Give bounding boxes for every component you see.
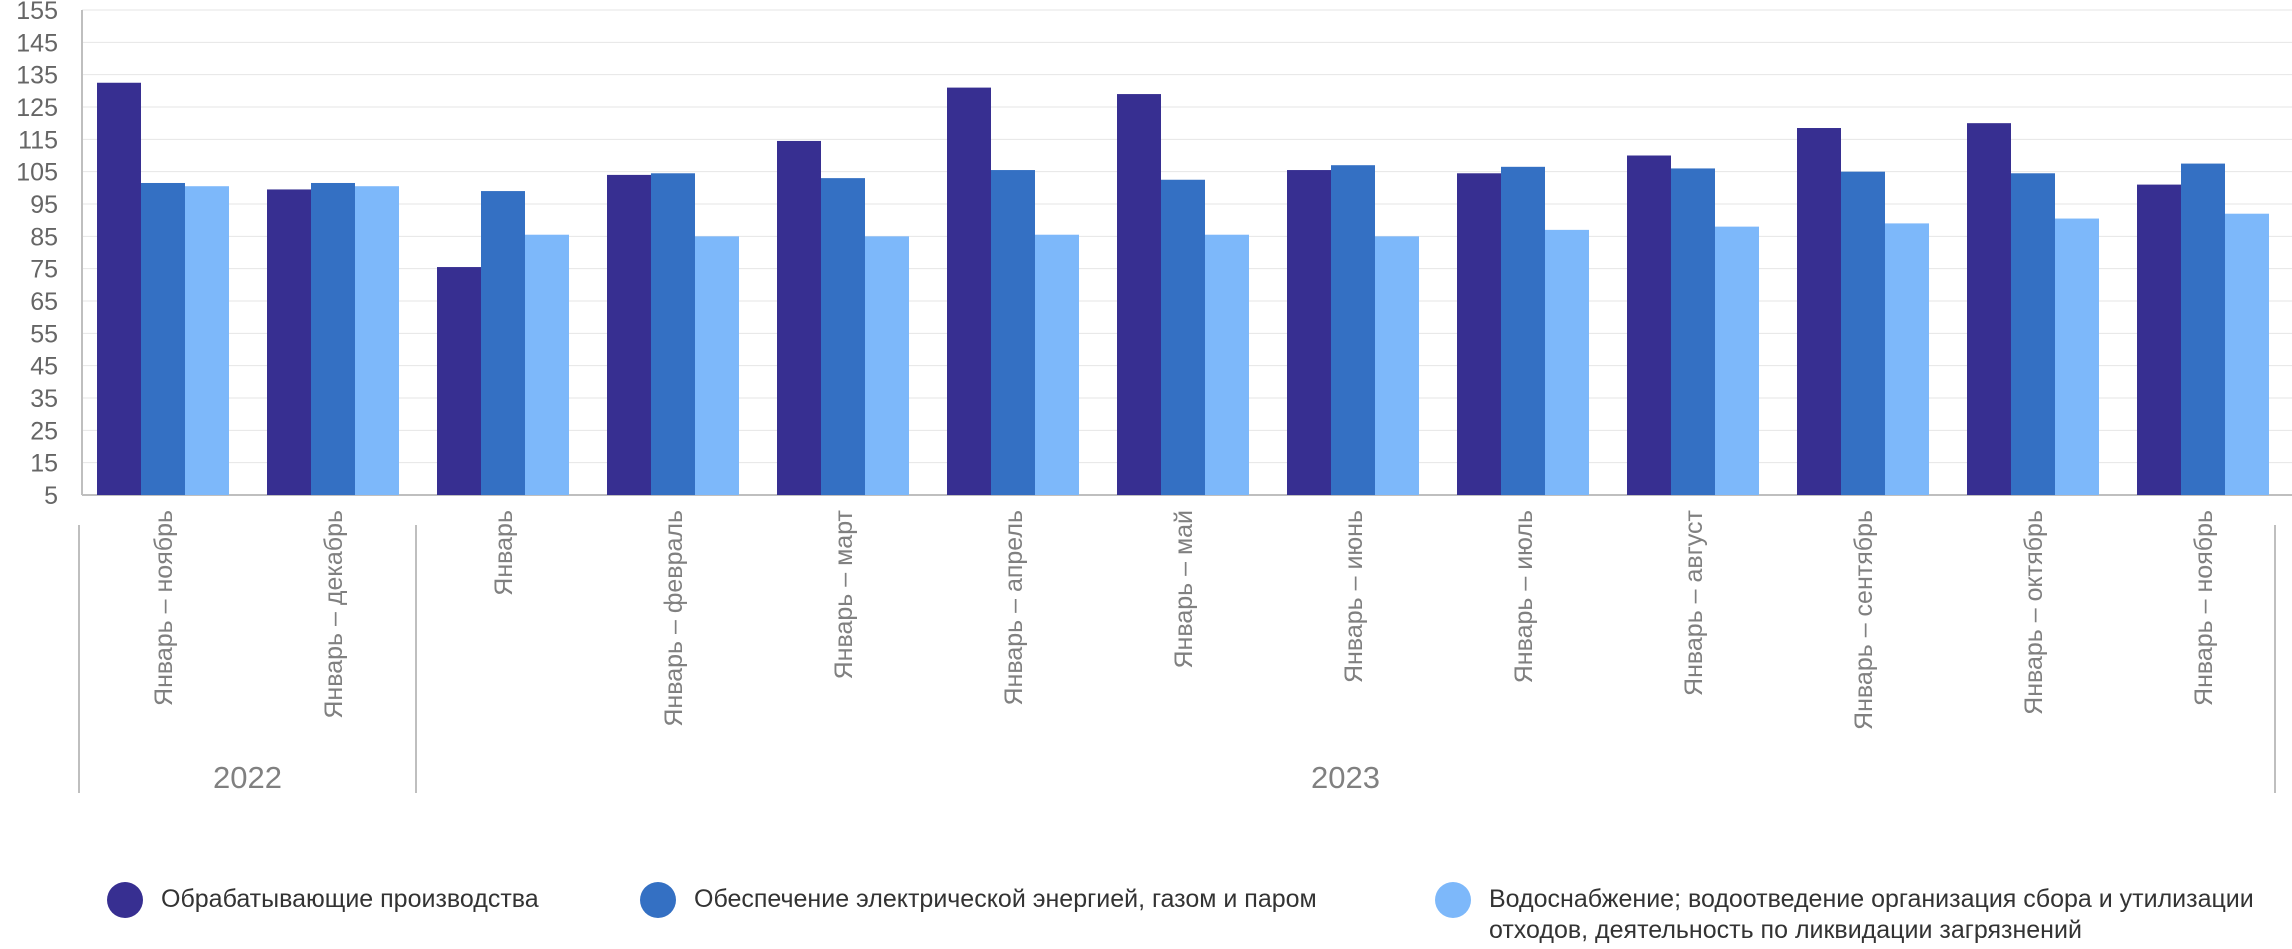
x-category-label: Январь – октябрь	[2020, 510, 2048, 715]
legend-marker	[640, 882, 676, 918]
y-tick-label: 125	[16, 94, 58, 122]
legend-marker	[1435, 882, 1471, 918]
y-tick-label: 145	[16, 29, 58, 57]
bar-3	[185, 186, 229, 495]
bar-2	[1671, 168, 1715, 495]
bar-3	[1375, 236, 1419, 496]
bar-2	[821, 178, 865, 495]
bar-1	[1627, 155, 1671, 495]
x-category-label: Январь – июль	[1510, 510, 1538, 683]
bar-1	[1967, 123, 2011, 496]
bar-2	[1501, 166, 1545, 496]
bar-chart-svg: 5 15 25 35 45 55 65 75 85 95 105 115 125 135 145 155 Янв…	[16, 0, 2292, 795]
y-tick-label: 155	[16, 0, 58, 25]
bar-2	[1331, 165, 1375, 495]
x-category-label: Январь – ноябрь	[150, 510, 178, 706]
bar-1	[1797, 128, 1841, 495]
y-tick-label: 65	[30, 288, 58, 316]
legend-label-line: Водоснабжение; водоотведение организация…	[1489, 885, 2254, 913]
bar-2	[311, 182, 355, 495]
x-category-label: Январь – декабрь	[320, 510, 348, 719]
x-group-label: 2023	[1311, 760, 1380, 795]
bar-1	[97, 82, 141, 495]
bar-3	[1205, 234, 1249, 495]
y-tick-label: 25	[30, 417, 58, 445]
legend-label: Обрабатывающие производства	[161, 884, 539, 915]
x-category-label: Январь – май	[1170, 510, 1198, 669]
bar-3	[1035, 234, 1079, 495]
x-category-label: Январь – июнь	[1340, 510, 1368, 683]
y-tick-label: 115	[18, 126, 58, 154]
bar-3	[355, 186, 399, 495]
x-category-label: Январь	[490, 510, 518, 596]
x-group-label: 2022	[213, 760, 282, 795]
bar-1	[777, 140, 821, 495]
legend-label: Обеспечение электрической энергией, газо…	[694, 884, 1317, 915]
legend-label-line: Обрабатывающие производства	[161, 885, 539, 913]
bar-1	[1117, 94, 1161, 496]
x-category-label: Январь – апрель	[1000, 510, 1028, 706]
legend-item: Обрабатывающие производства	[107, 870, 539, 918]
x-category-label: Январь – август	[1680, 509, 1708, 696]
bar-3	[1885, 223, 1929, 495]
legend-label-line: Обеспечение электрической энергией, газо…	[694, 885, 1317, 913]
bar-3	[1715, 226, 1759, 495]
bar-3	[2225, 213, 2269, 495]
bar-2	[991, 170, 1035, 496]
bar-3	[2055, 218, 2099, 496]
bar-2	[651, 173, 695, 496]
y-tick-label: 55	[30, 320, 58, 348]
bar-1	[267, 189, 311, 495]
y-tick-label: 75	[30, 256, 58, 284]
y-tick-label: 15	[30, 450, 58, 478]
legend: Обрабатывающие производства Обеспечение э…	[0, 870, 2292, 949]
y-tick-label: 85	[30, 223, 58, 251]
bar-3	[525, 234, 569, 495]
bar-2	[481, 191, 525, 496]
bar-1	[437, 267, 481, 495]
y-tick-label: 95	[30, 191, 58, 219]
bar-1	[1287, 170, 1331, 496]
x-category-label: Январь – сентябрь	[1850, 510, 1878, 730]
bar-3	[865, 236, 909, 496]
bar-3	[1545, 229, 1589, 495]
bar-2	[1841, 171, 1885, 495]
y-tick-label: 35	[30, 385, 58, 413]
legend-item: Обеспечение электрической энергией, газо…	[640, 870, 1317, 918]
legend-label: Водоснабжение; водоотведение организация…	[1489, 884, 2254, 946]
bar-1	[1457, 173, 1501, 496]
y-tick-label: 45	[30, 353, 58, 381]
bar-3	[695, 236, 739, 496]
y-tick-label: 135	[16, 62, 58, 90]
x-category-label: Январь – февраль	[660, 510, 688, 727]
bar-1	[2137, 184, 2181, 495]
x-category-label: Январь – март	[830, 509, 858, 679]
legend-marker	[107, 882, 143, 918]
legend-item: Водоснабжение; водоотведение организация…	[1435, 870, 2254, 946]
bar-2	[2011, 173, 2055, 496]
y-tick-label: 5	[44, 482, 58, 510]
bar-2	[141, 182, 185, 495]
x-category-label: Январь – ноябрь	[2190, 510, 2218, 706]
bar-1	[947, 87, 991, 495]
bar-1	[607, 174, 651, 495]
bar-2	[2181, 163, 2225, 496]
legend-label-line: отходов, деятельность по ликвидации загр…	[1489, 916, 2082, 944]
y-tick-label: 105	[16, 159, 58, 187]
bar-2	[1161, 179, 1205, 495]
